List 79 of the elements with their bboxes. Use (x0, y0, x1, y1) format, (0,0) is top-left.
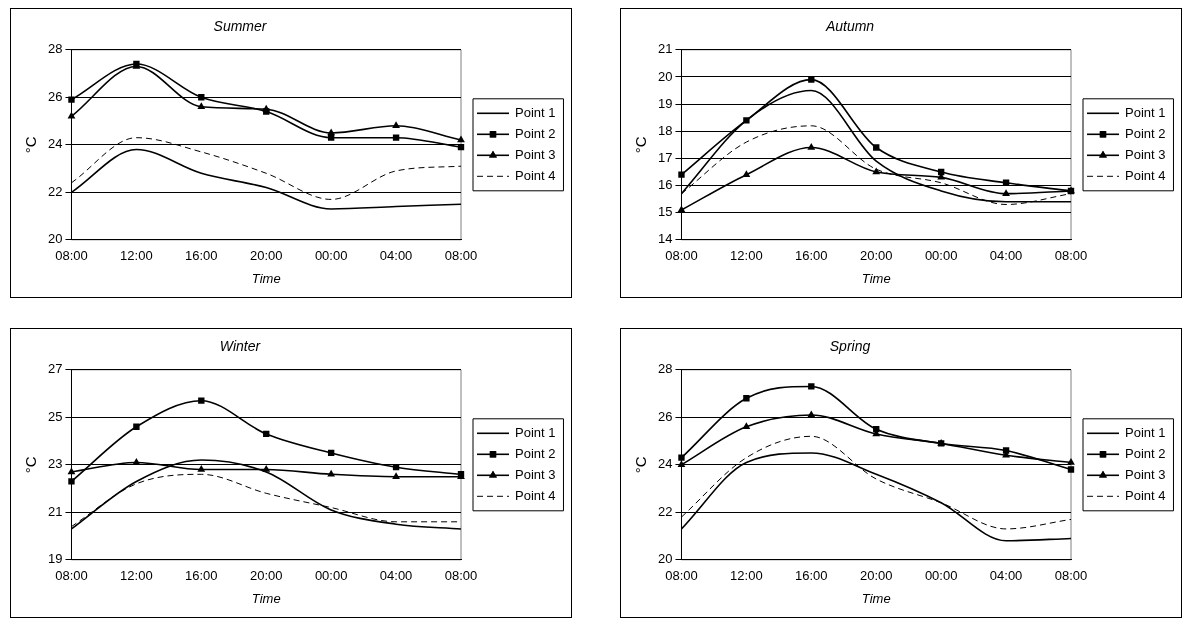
legend-label: Point 3 (515, 146, 556, 162)
legend-label: Point 4 (515, 167, 556, 183)
y-tick-label: 24 (657, 456, 673, 472)
y-tick-label: 20 (47, 231, 63, 247)
y-axis-title: °C (22, 136, 40, 154)
legend-label: Point 3 (1125, 466, 1166, 482)
x-tick-label: 08:00 (1054, 568, 1088, 584)
x-tick-label: 12:00 (730, 248, 763, 264)
y-tick-label: 24 (47, 136, 63, 152)
legend-label: Point 2 (1125, 125, 1166, 141)
y-tick-label: 15 (657, 204, 673, 220)
x-tick-label: 04:00 (989, 568, 1023, 584)
legend-label: Point 2 (515, 125, 556, 141)
x-tick-label: 00:00 (314, 248, 348, 264)
y-tick-label: 22 (657, 503, 673, 519)
x-axis-title: Time (251, 590, 281, 606)
y-tick-label: 28 (657, 361, 673, 377)
y-tick-label: 21 (47, 503, 63, 519)
x-tick-label: 12:00 (730, 568, 763, 584)
y-axis-title: °C (632, 456, 650, 474)
x-tick-label: 08:00 (55, 248, 88, 264)
legend-label: Point 2 (1125, 445, 1166, 461)
y-tick-label: 23 (47, 456, 63, 472)
legend-label: Point 4 (1125, 487, 1166, 503)
x-tick-label: 08:00 (665, 568, 698, 584)
y-tick-label: 16 (657, 177, 673, 193)
x-tick-label: 12:00 (120, 248, 153, 264)
x-tick-label: 04:00 (379, 248, 413, 264)
y-tick-label: 14 (657, 231, 673, 247)
y-axis-title: °C (632, 136, 650, 154)
legend-label: Point 1 (515, 424, 556, 440)
chart-title: Autumn (824, 18, 875, 35)
y-tick-label: 19 (47, 551, 63, 567)
legend-label: Point 4 (1125, 167, 1166, 183)
x-axis-title: Time (861, 270, 891, 286)
x-tick-label: 20:00 (859, 568, 893, 584)
chart-title: Summer (213, 18, 268, 35)
y-tick-label: 22 (47, 183, 63, 199)
y-tick-label: 27 (47, 361, 63, 377)
y-axis-title: °C (22, 456, 40, 474)
x-tick-label: 00:00 (314, 568, 348, 584)
x-tick-label: 20:00 (859, 248, 893, 264)
x-tick-label: 08:00 (55, 568, 88, 584)
y-tick-label: 20 (657, 68, 673, 84)
legend-label: Point 1 (1125, 424, 1166, 440)
legend-label: Point 3 (1125, 146, 1166, 162)
legend-label: Point 1 (515, 104, 556, 120)
y-tick-label: 25 (47, 408, 63, 424)
x-tick-label: 04:00 (379, 568, 413, 584)
y-tick-label: 17 (657, 149, 673, 165)
x-tick-label: 20:00 (249, 248, 283, 264)
legend-label: Point 2 (515, 445, 556, 461)
legend-label: Point 3 (515, 466, 556, 482)
legend-label: Point 4 (515, 487, 556, 503)
legend-label: Point 1 (1125, 104, 1166, 120)
x-tick-label: 12:00 (120, 568, 153, 584)
x-tick-label: 08:00 (1054, 248, 1088, 264)
y-tick-label: 18 (657, 122, 673, 138)
x-tick-label: 08:00 (444, 568, 478, 584)
y-tick-label: 26 (47, 88, 63, 104)
y-tick-label: 21 (657, 41, 673, 57)
x-tick-label: 08:00 (665, 248, 698, 264)
x-tick-label: 04:00 (989, 248, 1023, 264)
x-axis-title: Time (861, 590, 891, 606)
x-tick-label: 16:00 (185, 568, 218, 584)
y-tick-label: 26 (657, 408, 673, 424)
x-tick-label: 00:00 (924, 568, 958, 584)
y-tick-label: 19 (657, 95, 673, 111)
x-tick-label: 16:00 (795, 248, 828, 264)
y-tick-label: 20 (657, 551, 673, 567)
y-tick-label: 28 (47, 41, 63, 57)
x-axis-title: Time (251, 270, 281, 286)
chart-title: Spring (829, 338, 871, 355)
chart-title: Winter (219, 338, 262, 355)
x-tick-label: 16:00 (185, 248, 218, 264)
x-tick-label: 20:00 (249, 568, 283, 584)
x-tick-label: 16:00 (795, 568, 828, 584)
x-tick-label: 00:00 (924, 248, 958, 264)
x-tick-label: 08:00 (444, 248, 478, 264)
